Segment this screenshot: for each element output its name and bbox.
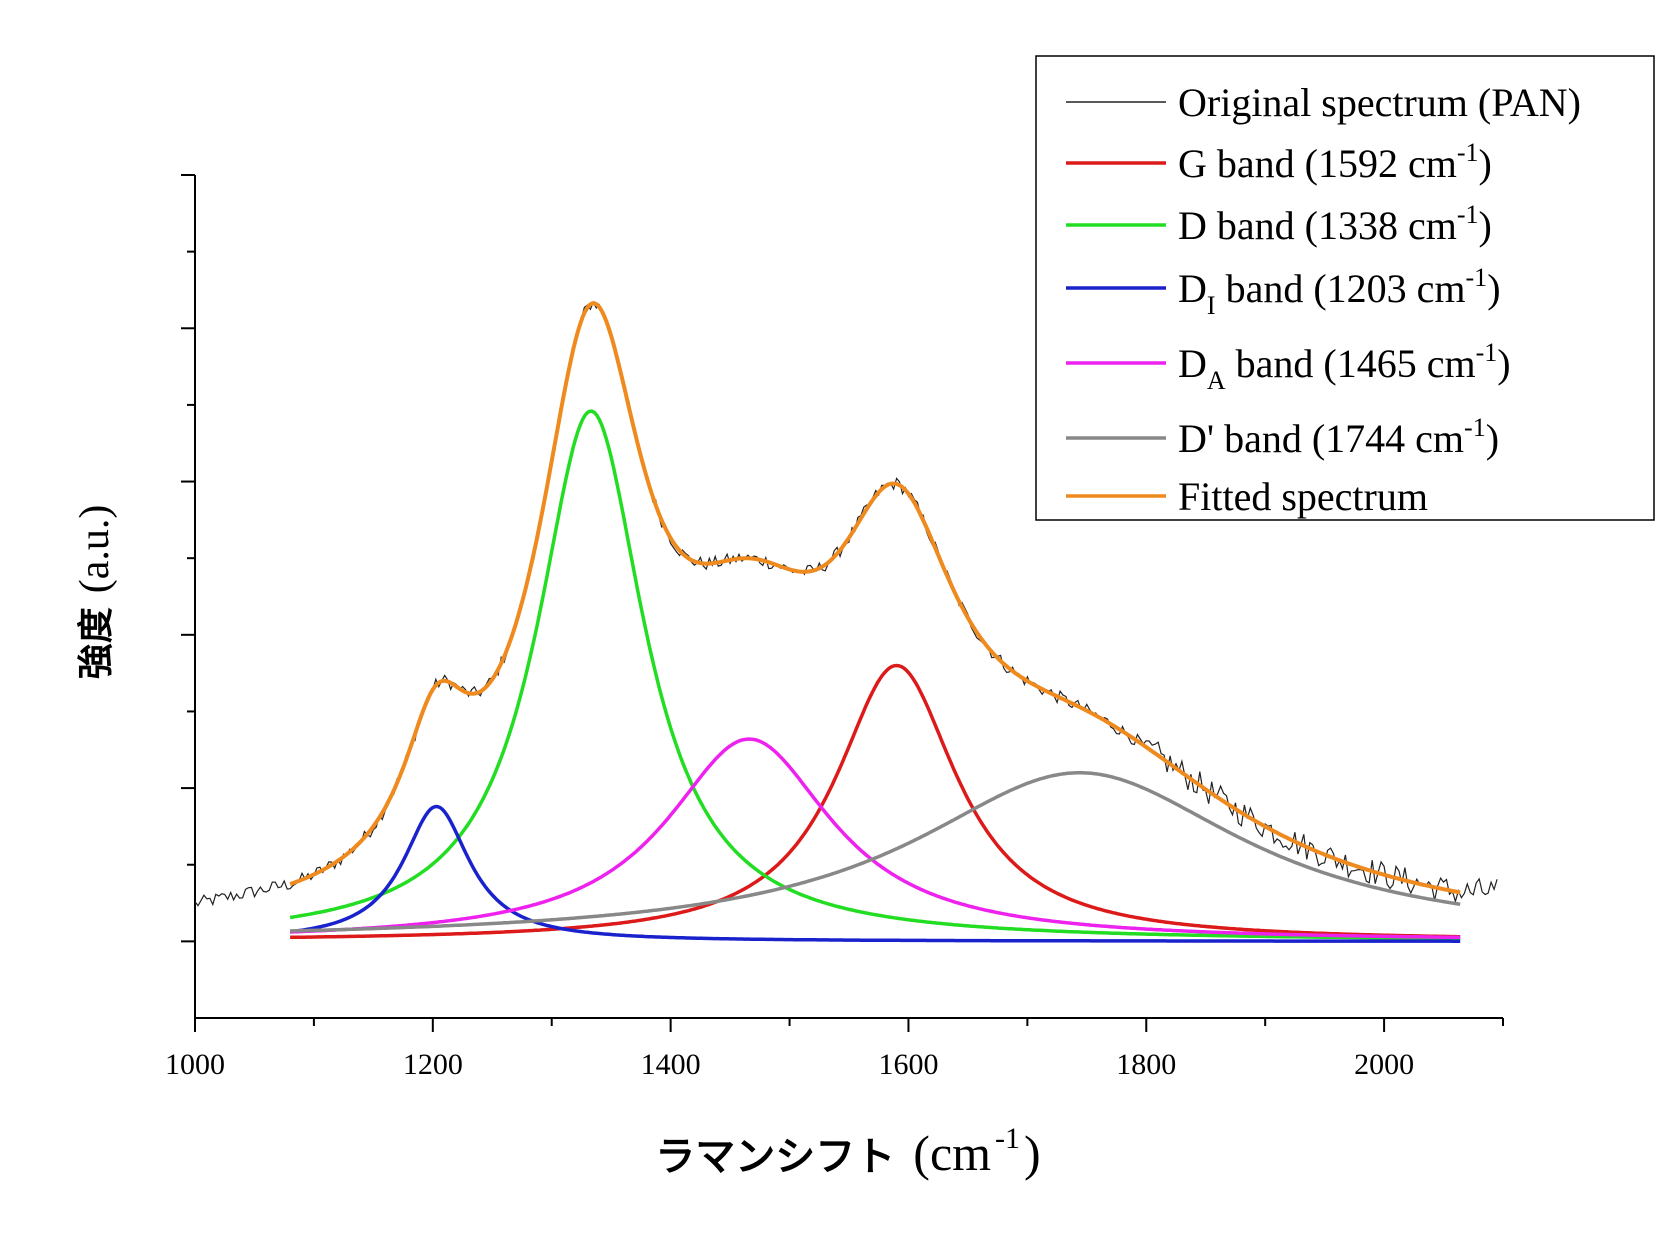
- x-ticks: 1000 1200 1400 1600 1800 2000: [165, 1018, 1504, 1081]
- x-axis-label-unit-close: ): [1024, 1125, 1041, 1181]
- legend-label-main: Fitted spectrum: [1178, 474, 1428, 519]
- series-line-band-1: [290, 663, 1461, 940]
- legend-label-4: DA band (1465 cm-1): [1178, 338, 1511, 395]
- legend-label-6: Fitted spectrum: [1178, 474, 1428, 519]
- series-line-band-4: [290, 737, 1461, 940]
- x-tick-label: 1400: [641, 1048, 701, 1081]
- x-tick-label: 1200: [403, 1048, 463, 1081]
- axes: 1000 1200 1400 1600 1800 2000: [165, 174, 1504, 1081]
- x-tick-label: 2000: [1354, 1048, 1414, 1081]
- legend-label-sup: -1: [1464, 413, 1486, 442]
- x-axis-label-main: ラマンシフト: [655, 1134, 895, 1180]
- y-ticks: [181, 174, 195, 943]
- series-line-band-5: [290, 771, 1461, 933]
- legend-label-close: ): [1487, 266, 1500, 311]
- series-layer: [194, 300, 1498, 943]
- legend-label-main: Original spectrum (PAN): [1178, 80, 1581, 125]
- legend-label-close: ): [1497, 341, 1510, 386]
- legend-label-main: G band (1592 cm: [1178, 141, 1457, 186]
- legend-label-rest: band (1465 cm: [1226, 341, 1476, 386]
- y-axis-label: 強度 (a.u.): [72, 505, 118, 680]
- legend-label-sub: I: [1207, 291, 1216, 320]
- legend-label-0: Original spectrum (PAN): [1178, 80, 1581, 125]
- legend-label-main: D' band (1744 cm: [1178, 416, 1464, 461]
- legend-label-2: D band (1338 cm-1): [1178, 200, 1492, 248]
- legend-label-sup: -1: [1466, 263, 1488, 292]
- series-line-fitted: [289, 301, 1461, 895]
- x-tick-label: 1800: [1116, 1048, 1176, 1081]
- x-tick-label: 1600: [878, 1048, 938, 1081]
- y-axis-label-main: 強度: [76, 607, 117, 679]
- legend: Original spectrum (PAN)G band (1592 cm-1…: [1035, 55, 1655, 521]
- series-line-band-3: [289, 804, 1461, 943]
- legend-label-close: ): [1479, 203, 1492, 248]
- legend-label-main: D band (1338 cm: [1178, 203, 1457, 248]
- x-axis-label-unit: (cm: [913, 1125, 991, 1181]
- y-axis-label-unit: (a.u.): [72, 505, 118, 594]
- x-tick-label: 1000: [165, 1048, 225, 1081]
- legend-label-main: D: [1178, 266, 1207, 311]
- legend-label-main: D: [1178, 341, 1207, 386]
- x-axis-label: ラマンシフト (cm -1 ): [655, 1122, 1040, 1181]
- legend-label-5: D' band (1744 cm-1): [1178, 413, 1499, 461]
- legend-label-sup: -1: [1457, 138, 1479, 167]
- legend-label-rest: band (1203 cm: [1216, 266, 1466, 311]
- legend-label-1: G band (1592 cm-1): [1178, 138, 1492, 186]
- x-axis-label-unit-sup: -1: [995, 1122, 1020, 1155]
- legend-label-3: DI band (1203 cm-1): [1178, 263, 1501, 320]
- legend-label-sup: -1: [1476, 338, 1498, 367]
- legend-label-close: ): [1479, 141, 1492, 186]
- legend-label-close: ): [1486, 416, 1499, 461]
- series-line-band-2: [289, 409, 1461, 941]
- legend-label-sup: -1: [1457, 200, 1479, 229]
- legend-label-sub: A: [1207, 366, 1226, 395]
